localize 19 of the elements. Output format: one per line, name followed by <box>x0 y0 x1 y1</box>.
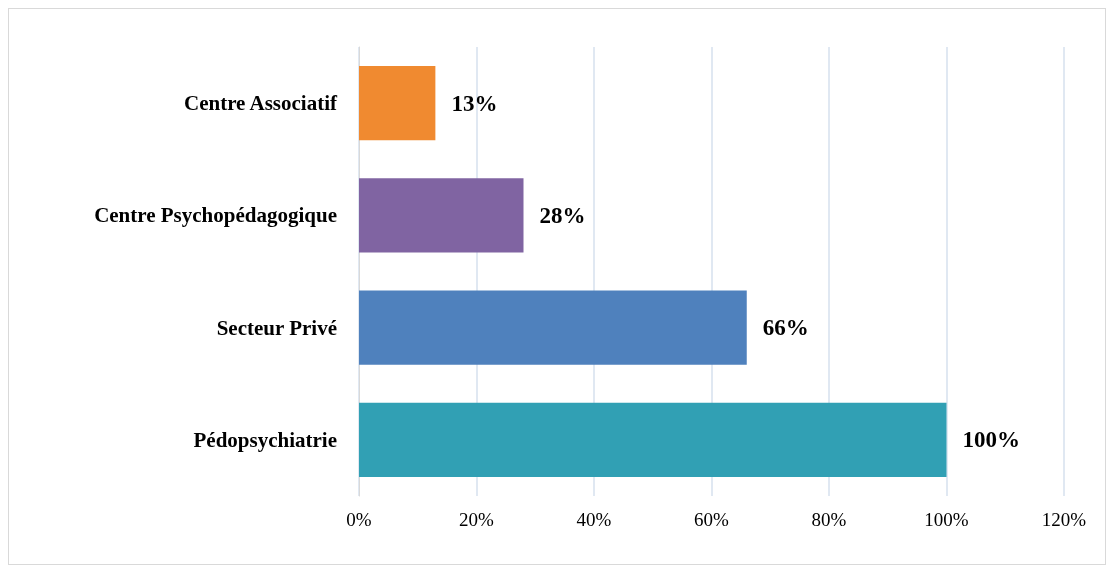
bar <box>359 178 524 253</box>
x-tick-label: 40% <box>576 509 612 530</box>
x-tick-label: 60% <box>694 509 730 530</box>
x-tick-label: 120% <box>1041 509 1087 530</box>
data-label: 28% <box>539 202 586 228</box>
y-tick-label: Secteur Privé <box>216 315 337 340</box>
bar <box>359 290 747 365</box>
y-tick-label: Pédopsychiatrie <box>193 427 337 452</box>
x-tick-label: 80% <box>811 509 847 530</box>
y-tick-label: Centre Psychopédagogique <box>94 203 337 228</box>
bar <box>359 402 947 477</box>
data-label: 13% <box>451 90 498 116</box>
x-tick-label: 0% <box>346 509 372 530</box>
data-label: 100% <box>962 427 1020 453</box>
y-tick-label: Centre Associatif <box>184 91 339 116</box>
data-label: 66% <box>762 315 809 341</box>
x-tick-label: 100% <box>924 509 969 530</box>
bar <box>359 66 436 141</box>
x-tick-label: 20% <box>459 509 495 530</box>
